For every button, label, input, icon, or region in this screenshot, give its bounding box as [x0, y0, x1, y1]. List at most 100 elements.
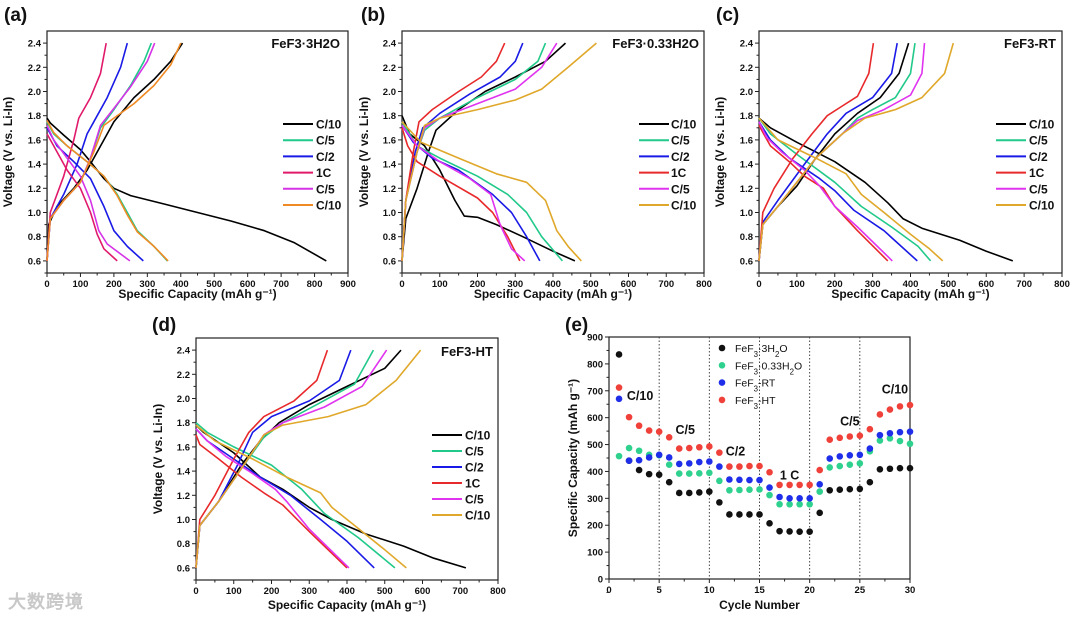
data-point — [635, 447, 643, 455]
data-point — [806, 500, 813, 508]
curve-discharge-c-10 — [46, 117, 327, 262]
panel-label: (a) — [4, 5, 27, 26]
y-tick-label: 1.8 — [740, 111, 753, 122]
curve-charge-c-5 — [401, 42, 547, 261]
legend-label: 1C — [316, 166, 332, 180]
data-point — [675, 470, 683, 477]
data-point — [786, 495, 793, 502]
legend-label: C/5 — [316, 134, 335, 148]
data-point — [706, 458, 713, 465]
x-axis-label: Specific Capacity (mAh g⁻¹) — [118, 287, 276, 301]
curve-charge-c-5 — [195, 349, 375, 568]
x-tick-label: 600 — [415, 586, 431, 597]
legend-label: C/2 — [1029, 150, 1048, 164]
data-point — [776, 527, 783, 535]
data-point — [796, 481, 803, 489]
x-tick-label: 500 — [206, 279, 222, 290]
rate-annotation: C/5 — [840, 415, 860, 429]
x-tick-label: 20 — [804, 585, 815, 596]
legend-label: FeF3-HT — [735, 395, 776, 411]
data-point — [786, 481, 793, 489]
x-tick-label: 500 — [583, 279, 599, 290]
data-point — [876, 431, 884, 439]
data-point — [716, 463, 723, 470]
y-tick-label: 600 — [587, 413, 603, 424]
data-point — [806, 528, 813, 535]
y-tick-label: 2.0 — [28, 87, 41, 98]
data-point — [816, 509, 823, 517]
x-tick-label: 100 — [432, 279, 448, 290]
rate-annotation: 1 C — [780, 469, 799, 483]
y-tick-label: 2.2 — [28, 63, 41, 74]
y-tick-label: 1.2 — [740, 184, 753, 195]
panel-b: 0 100 200 300 400 500 600 700 800 0.6 0.8 1.0 1.2 1.4… — [357, 5, 712, 301]
data-point — [796, 528, 803, 535]
data-point — [816, 488, 823, 495]
x-axis-label: Specific Capacity (mAh g⁻¹) — [831, 287, 989, 301]
y-tick-label: 800 — [587, 359, 603, 370]
y-axis-label: Voltage (V vs. Li-In) — [713, 97, 727, 207]
y-tick-label: 2.4 — [177, 346, 191, 357]
data-point — [696, 458, 703, 466]
y-tick-label: 1.8 — [383, 111, 396, 122]
y-tick-label: 1.2 — [383, 184, 396, 195]
legend-label: C/5 — [465, 445, 484, 459]
y-tick-label: 200 — [587, 521, 603, 532]
panel-c: 0 100 200 300 400 500 600 700 800 0.6 0.8 1.0 1.2 1.4… — [713, 5, 1070, 301]
data-point — [866, 445, 874, 452]
panel-label: (c) — [716, 5, 739, 26]
data-point — [846, 485, 854, 493]
curve-discharge-c-10 — [401, 121, 582, 262]
x-tick-label: 15 — [754, 585, 765, 596]
x-tick-label: 700 — [658, 279, 674, 290]
y-tick-label: 1.8 — [177, 418, 190, 429]
data-point — [826, 436, 834, 444]
data-point — [836, 434, 844, 442]
data-point — [766, 491, 773, 499]
curve-charge-c-10 — [46, 42, 182, 261]
curve-charge-c-10 — [401, 42, 597, 261]
x-tick-label: 300 — [301, 586, 317, 597]
x-tick-label: 400 — [545, 279, 561, 290]
curve-charge-1c — [46, 42, 107, 261]
y-axis-label: Voltage (V vs. Li-In) — [1, 97, 15, 207]
legend-label: C/10 — [671, 199, 697, 213]
curve-discharge-c-10 — [758, 117, 1014, 262]
legend-label: C/10 — [316, 199, 342, 213]
curve-discharge-c-5 — [401, 121, 564, 262]
x-tick-label: 600 — [240, 279, 256, 290]
curve-charge-1c — [401, 42, 506, 261]
x-tick-label: 400 — [903, 279, 919, 290]
data-point — [796, 500, 803, 508]
panel-label: (b) — [361, 5, 385, 26]
data-point — [615, 384, 623, 391]
data-point — [836, 486, 844, 494]
data-point — [726, 463, 733, 470]
curve-charge-c-10 — [195, 349, 422, 568]
data-point — [685, 460, 693, 467]
x-tick-label: 0 — [193, 586, 198, 597]
y-tick-label: 2.2 — [383, 63, 396, 74]
legend-label: C/10 — [465, 429, 491, 443]
data-point — [615, 395, 623, 403]
data-point — [635, 422, 643, 430]
y-tick-label: 0.6 — [383, 256, 396, 267]
data-point — [816, 466, 823, 474]
curve-discharge-c-5 — [401, 124, 526, 262]
curve-charge-c-5 — [195, 349, 388, 568]
data-point — [766, 520, 773, 527]
data-point — [846, 461, 854, 469]
data-point — [655, 471, 663, 478]
data-point — [746, 511, 753, 518]
data-point — [655, 428, 663, 435]
legend-label: C/2 — [316, 150, 335, 164]
data-point — [876, 437, 884, 444]
data-point — [886, 435, 894, 442]
data-point — [766, 468, 773, 476]
legend-label: C/5 — [1029, 134, 1048, 148]
data-point — [756, 486, 763, 493]
data-point — [886, 406, 894, 413]
data-point — [726, 476, 733, 483]
x-tick-label: 300 — [139, 279, 155, 290]
legend-marker — [718, 344, 726, 352]
